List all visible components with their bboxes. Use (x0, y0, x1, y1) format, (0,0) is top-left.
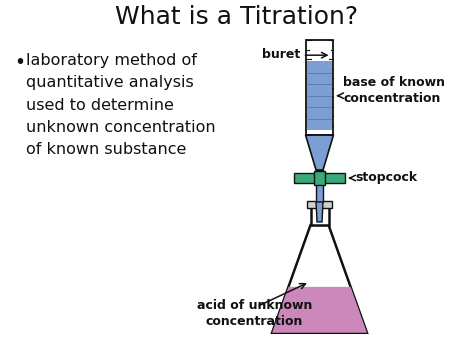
Polygon shape (316, 202, 323, 222)
Text: stopcock: stopcock (356, 170, 418, 184)
Bar (307, 201, 332, 208)
Text: base of known
concentration: base of known concentration (344, 76, 446, 105)
Text: buret: buret (262, 48, 301, 61)
Bar (310, 207, 328, 225)
Bar (293, 173, 346, 184)
Polygon shape (272, 225, 367, 333)
Bar (314, 170, 325, 186)
Text: •: • (14, 53, 25, 72)
Bar (307, 61, 332, 130)
Text: What is a Titration?: What is a Titration? (115, 5, 358, 29)
Polygon shape (272, 287, 367, 333)
Text: acid of unknown
concentration: acid of unknown concentration (197, 299, 312, 328)
Bar (306, 40, 334, 135)
Polygon shape (306, 135, 334, 170)
Text: laboratory method of
quantitative analysis
used to determine
unknown concentrati: laboratory method of quantitative analys… (26, 53, 216, 157)
Bar (316, 170, 323, 202)
